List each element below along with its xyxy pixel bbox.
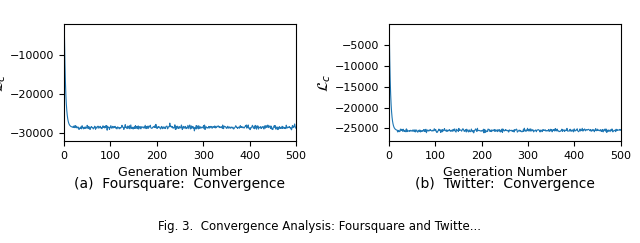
Text: Fig. 3.  Convergence Analysis: Foursquare and Twitte...: Fig. 3. Convergence Analysis: Foursquare… (159, 220, 481, 233)
Text: (a)  Foursquare:  Convergence: (a) Foursquare: Convergence (74, 177, 285, 191)
Y-axis label: $\mathcal{L}_c$: $\mathcal{L}_c$ (317, 73, 333, 92)
Y-axis label: $\mathcal{L}_c$: $\mathcal{L}_c$ (0, 73, 8, 92)
X-axis label: Generation Number: Generation Number (118, 166, 242, 179)
Text: (b)  Twitter:  Convergence: (b) Twitter: Convergence (415, 177, 595, 191)
X-axis label: Generation Number: Generation Number (443, 166, 567, 179)
